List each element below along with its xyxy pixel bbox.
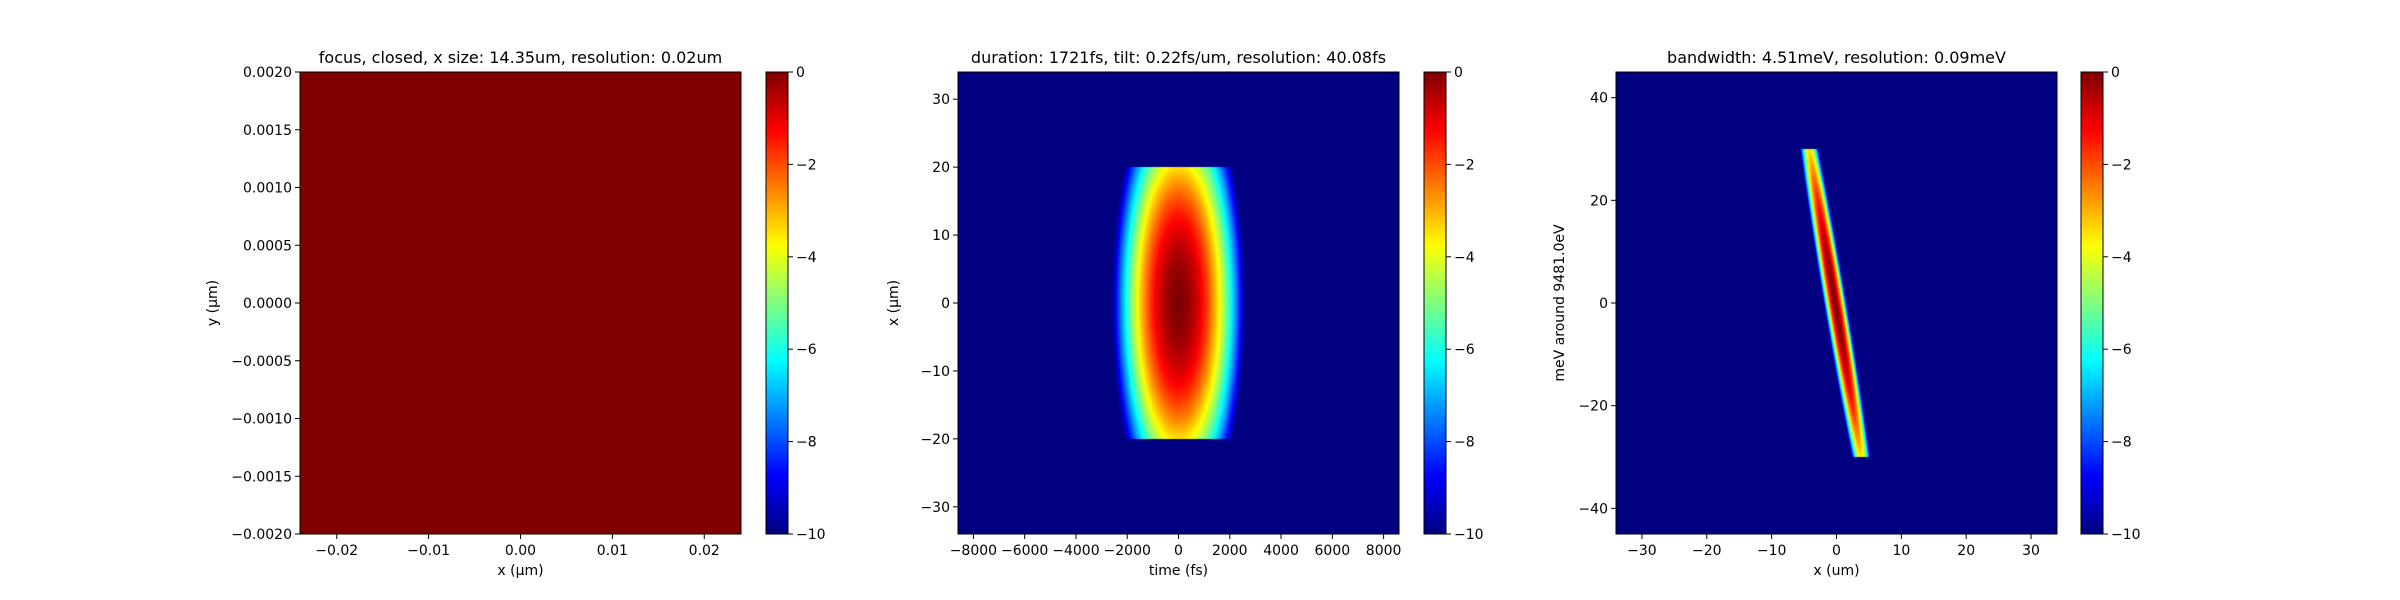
colorbar-tick-label: −4 xyxy=(2111,250,2132,266)
x-tick-label: 10 xyxy=(1892,543,1910,559)
x-tick-label: −10 xyxy=(1757,543,1787,559)
y-tick-label: 0 xyxy=(941,296,950,312)
panel-1: −0.02 −0.01 0.00 0.01 0.02 −0.0020 −0.0015 −0.0… xyxy=(205,48,826,579)
y-tick-label: −10 xyxy=(920,364,950,380)
colorbar-tick-label: −10 xyxy=(1454,527,1484,543)
colorbar-tick-label: −8 xyxy=(2111,435,2132,451)
x-axis-label: time (fs) xyxy=(1149,563,1208,579)
x-tick-label: 6000 xyxy=(1315,543,1351,559)
y-tick-label: 40 xyxy=(1590,91,1608,107)
y-tick-label: 10 xyxy=(932,228,950,244)
heatmap-image xyxy=(1616,72,2057,534)
y-tick-label: −0.0005 xyxy=(231,354,292,370)
colorbar-tick-label: −4 xyxy=(1454,250,1475,266)
colorbar-frame xyxy=(2080,71,2104,535)
heatmap-image xyxy=(958,72,1399,534)
y-tick-label: −0.0015 xyxy=(231,469,292,485)
x-tick-label: −6000 xyxy=(1001,543,1048,559)
y-tick-label: −20 xyxy=(1578,399,1608,415)
chart-title: focus, closed, x size: 14.35um, resoluti… xyxy=(319,48,722,67)
x-axis-label: x (um) xyxy=(1813,563,1859,579)
y-tick-label: −30 xyxy=(920,500,950,516)
colorbar xyxy=(2081,72,2103,534)
x-tick-label: −0.02 xyxy=(315,543,358,559)
x-tick-label: −4000 xyxy=(1052,543,1099,559)
x-tick-label: 0.00 xyxy=(505,543,536,559)
y-tick-label: 0 xyxy=(1599,296,1608,312)
colorbar-tick-label: −2 xyxy=(1454,157,1475,173)
colorbar-tick-label: −10 xyxy=(796,527,826,543)
colorbar-tick-label: −6 xyxy=(1454,342,1475,358)
y-tick-label: 20 xyxy=(1590,193,1608,209)
x-tick-label: 4000 xyxy=(1263,543,1299,559)
x-tick-label: 0 xyxy=(1832,543,1841,559)
y-tick-label: −0.0010 xyxy=(231,412,292,428)
x-tick-label: 2000 xyxy=(1212,543,1248,559)
y-tick-label: 0.0020 xyxy=(243,65,292,81)
colorbar-tick-label: −8 xyxy=(1454,435,1475,451)
colorbar-tick-label: −6 xyxy=(796,342,817,358)
x-tick-label: 0 xyxy=(1174,543,1183,559)
y-tick-label: 0.0015 xyxy=(243,123,292,139)
x-tick-label: −2000 xyxy=(1104,543,1151,559)
colorbar-tick-label: −4 xyxy=(796,250,817,266)
y-tick-label: −20 xyxy=(920,432,950,448)
y-tick-label: 0.0005 xyxy=(243,238,292,254)
x-tick-label: 0.02 xyxy=(689,543,720,559)
x-axis-label: x (μm) xyxy=(497,563,543,579)
x-tick-label: −30 xyxy=(1627,543,1657,559)
x-tick-label: 0.01 xyxy=(597,543,628,559)
y-tick-label: 20 xyxy=(932,160,950,176)
y-axis-label: x (μm) xyxy=(886,280,902,326)
colorbar-tick-label: −10 xyxy=(2111,527,2141,543)
colorbar-tick-label: −2 xyxy=(796,157,817,173)
y-tick-label: 30 xyxy=(932,92,950,108)
y-axis-label: meV around 9481.0eV xyxy=(1552,224,1568,382)
chart-title: duration: 1721fs, tilt: 0.22fs/um, resol… xyxy=(971,48,1386,67)
y-axis-label: y (μm) xyxy=(205,280,221,326)
colorbar-tick-label: −6 xyxy=(2111,342,2132,358)
colorbar xyxy=(1424,72,1446,534)
x-tick-label: −8000 xyxy=(950,543,997,559)
y-tick-label: 0.0010 xyxy=(243,181,292,197)
x-tick-label: −20 xyxy=(1692,543,1722,559)
chart-title: bandwidth: 4.51meV, resolution: 0.09meV xyxy=(1667,48,2006,67)
x-tick-label: 8000 xyxy=(1366,543,1402,559)
colorbar-tick-label: −2 xyxy=(2111,157,2132,173)
colorbar-tick-label: 0 xyxy=(2111,65,2120,81)
colorbar-tick-label: 0 xyxy=(796,65,805,81)
colorbar-frame xyxy=(765,71,789,535)
heatmap-image xyxy=(300,72,741,534)
y-tick-label: −40 xyxy=(1578,501,1608,517)
x-tick-label: 30 xyxy=(2022,543,2040,559)
x-tick-label: 20 xyxy=(1957,543,1975,559)
colorbar-frame xyxy=(1423,71,1447,535)
colorbar xyxy=(766,72,788,534)
colorbar-tick-label: −8 xyxy=(796,435,817,451)
panel-2: −8000 −6000 −4000 −2000 0 2000 4000 6000 8000−30… xyxy=(886,48,1484,579)
colorbar-tick-label: 0 xyxy=(1454,65,1463,81)
x-tick-label: −0.01 xyxy=(407,543,450,559)
y-tick-label: 0.0000 xyxy=(243,296,292,312)
y-tick-label: −0.0020 xyxy=(231,527,292,543)
